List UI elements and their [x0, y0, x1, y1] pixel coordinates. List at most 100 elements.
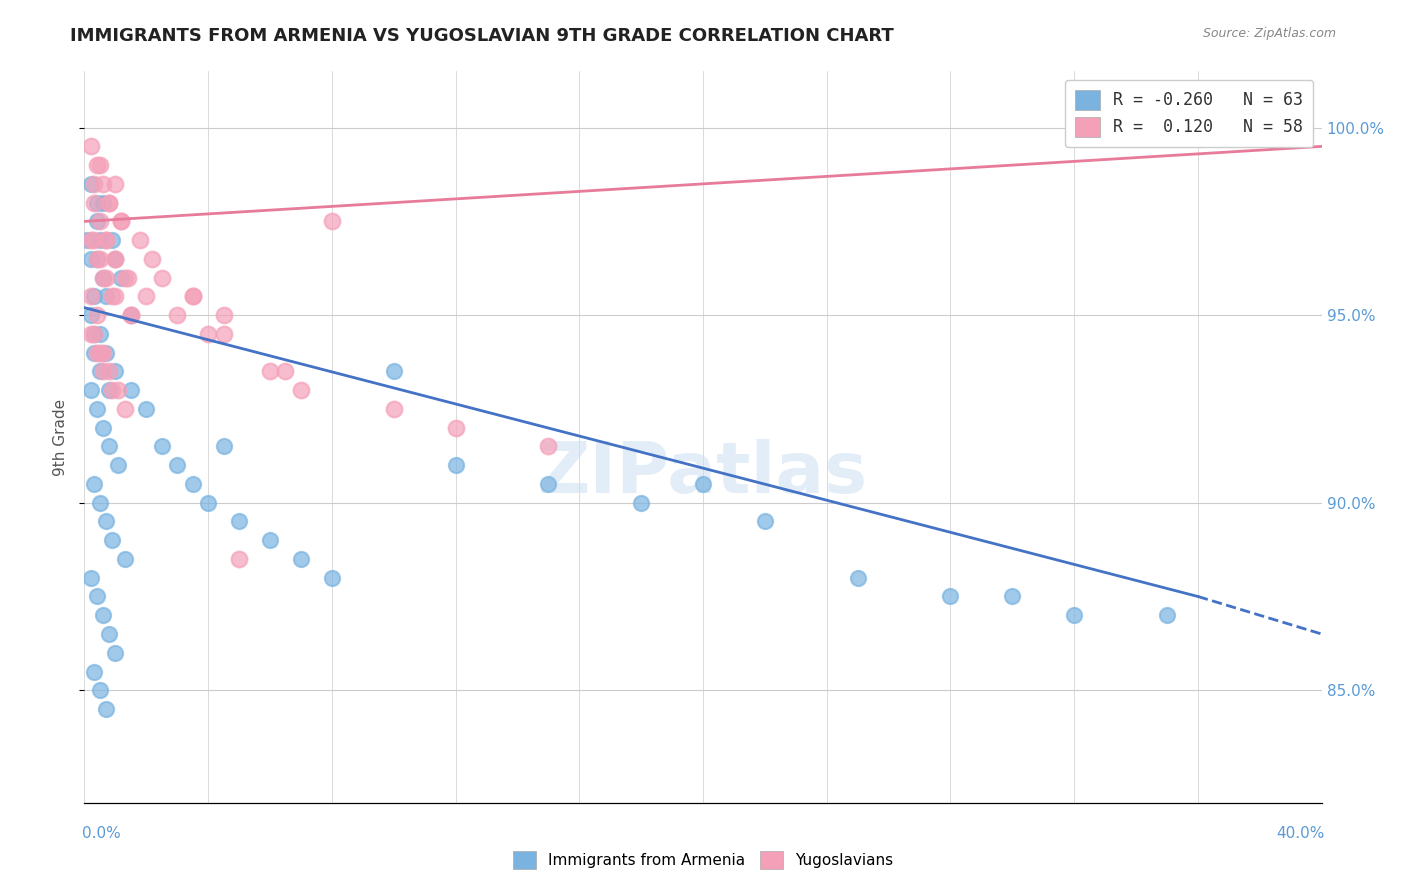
Point [79, 233, 101, 247]
Point [754, 515, 776, 529]
Point [86, 252, 108, 266]
Point [110, 214, 132, 228]
Point [939, 590, 962, 604]
Point [83, 477, 105, 491]
Point [104, 252, 127, 266]
Point [1063, 608, 1085, 623]
Point [79, 177, 101, 191]
Point [98, 627, 121, 641]
Point [692, 477, 714, 491]
Point [107, 458, 129, 473]
Point [110, 270, 132, 285]
Point [89, 496, 111, 510]
Point [89, 233, 111, 247]
Point [83, 233, 105, 247]
Point [114, 552, 136, 566]
Point [89, 364, 111, 378]
Point [79, 252, 101, 266]
Point [86, 345, 108, 359]
Point [129, 233, 152, 247]
Point [89, 345, 111, 359]
Y-axis label: 9th Grade: 9th Grade [52, 399, 67, 475]
Point [98, 195, 121, 210]
Point [110, 214, 132, 228]
Point [94, 345, 117, 359]
Point [98, 383, 121, 397]
Point [79, 383, 101, 397]
Point [89, 326, 111, 341]
Point [382, 401, 405, 416]
Point [101, 289, 124, 303]
Point [94, 289, 117, 303]
Point [107, 383, 129, 397]
Point [83, 195, 105, 210]
Text: 0.0%: 0.0% [82, 825, 121, 840]
Point [321, 214, 343, 228]
Point [120, 308, 142, 322]
Point [76, 233, 98, 247]
Point [321, 571, 343, 585]
Point [120, 308, 142, 322]
Point [98, 440, 121, 454]
Point [83, 665, 105, 679]
Point [104, 289, 127, 303]
Point [79, 571, 101, 585]
Point [846, 571, 869, 585]
Point [120, 383, 142, 397]
Point [94, 702, 117, 716]
Point [104, 252, 127, 266]
Point [89, 214, 111, 228]
Point [259, 533, 281, 548]
Point [537, 477, 560, 491]
Point [79, 139, 101, 153]
Point [83, 345, 105, 359]
Point [1156, 608, 1178, 623]
Point [79, 326, 101, 341]
Point [181, 289, 204, 303]
Point [150, 440, 173, 454]
Text: Source: ZipAtlas.com: Source: ZipAtlas.com [1202, 27, 1336, 40]
Point [89, 683, 111, 698]
Point [150, 270, 173, 285]
Text: IMMIGRANTS FROM ARMENIA VS YUGOSLAVIAN 9TH GRADE CORRELATION CHART: IMMIGRANTS FROM ARMENIA VS YUGOSLAVIAN 9… [70, 27, 894, 45]
Point [83, 289, 105, 303]
Point [89, 158, 111, 172]
Text: 40.0%: 40.0% [1277, 825, 1324, 840]
Point [382, 364, 405, 378]
Point [444, 420, 467, 434]
Point [228, 515, 250, 529]
Point [104, 364, 127, 378]
Point [259, 364, 281, 378]
Legend: Immigrants from Armenia, Yugoslavians: Immigrants from Armenia, Yugoslavians [506, 845, 900, 875]
Point [104, 177, 127, 191]
Point [212, 326, 235, 341]
Point [91, 177, 114, 191]
Point [141, 252, 163, 266]
Text: ZIPatlas: ZIPatlas [538, 439, 868, 508]
Point [101, 233, 124, 247]
Point [101, 383, 124, 397]
Point [86, 252, 108, 266]
Point [135, 289, 157, 303]
Point [117, 270, 139, 285]
Point [83, 326, 105, 341]
Point [630, 496, 652, 510]
Point [181, 289, 204, 303]
Point [212, 308, 235, 322]
Point [86, 308, 108, 322]
Point [91, 270, 114, 285]
Point [135, 401, 157, 416]
Point [86, 195, 108, 210]
Point [86, 590, 108, 604]
Point [114, 401, 136, 416]
Point [290, 552, 312, 566]
Point [290, 383, 312, 397]
Point [212, 440, 235, 454]
Point [104, 646, 127, 660]
Point [94, 515, 117, 529]
Point [274, 364, 297, 378]
Point [91, 195, 114, 210]
Point [181, 477, 204, 491]
Point [537, 440, 560, 454]
Point [91, 420, 114, 434]
